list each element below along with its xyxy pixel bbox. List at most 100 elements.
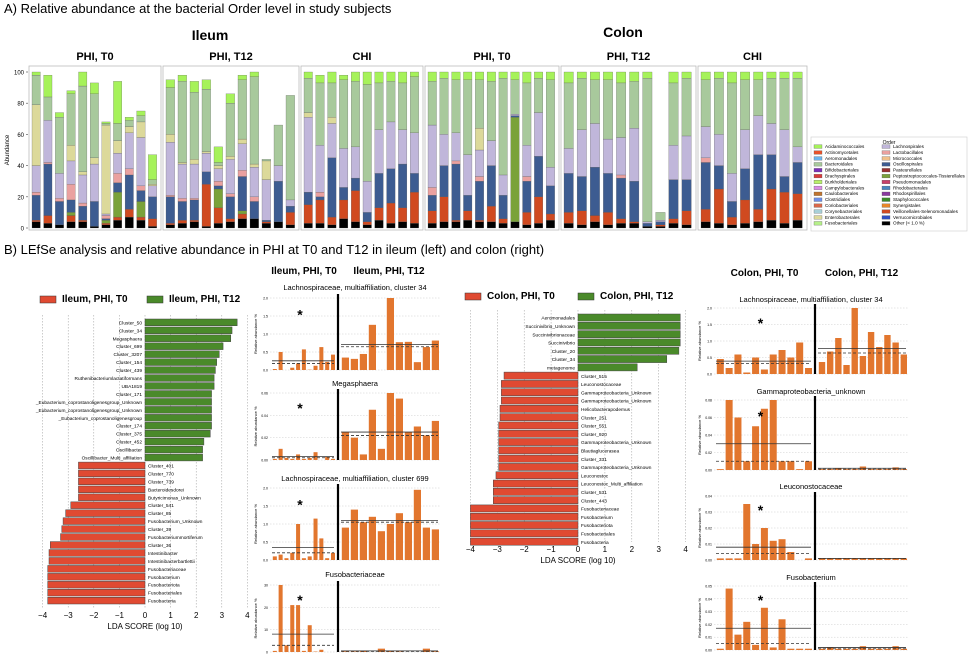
abundance-bar bbox=[843, 365, 850, 374]
stacked-bar-segment bbox=[792, 78, 803, 148]
stacked-bar-segment bbox=[148, 185, 157, 197]
lda-bar-label: Cluster_50 bbox=[119, 320, 143, 326]
abundance-bar bbox=[851, 648, 858, 650]
lda-bar-label: Fusobacteria bbox=[581, 540, 609, 546]
lda-bar bbox=[499, 405, 579, 413]
stacked-bar-segment bbox=[189, 163, 199, 199]
legend-item-label: Staphylococcales bbox=[893, 197, 929, 202]
stacked-bar-segment bbox=[546, 220, 555, 229]
stacked-bar-segment bbox=[740, 199, 750, 224]
stacked-bar-segment bbox=[451, 71, 461, 80]
legend-item-label: Veillonellales-Selenomonadales bbox=[893, 209, 959, 214]
abundance-bar bbox=[818, 469, 826, 470]
abundance-bar bbox=[787, 648, 795, 650]
stacked-bar-segment bbox=[273, 124, 283, 166]
stacked-bar-segment bbox=[534, 156, 543, 197]
legend-label: Ileum, PHI, T0 bbox=[62, 294, 128, 305]
y-tick-label: 1.5 bbox=[263, 505, 268, 509]
x-tick-label: 3 bbox=[220, 611, 225, 620]
stacked-bar-segment bbox=[177, 163, 187, 199]
lda-bar bbox=[498, 463, 579, 471]
stacked-bar-segment bbox=[189, 81, 199, 93]
abundance-bar bbox=[876, 648, 883, 650]
legend-item-label: Synergistales bbox=[893, 203, 921, 208]
stacked-bar-segment bbox=[486, 140, 496, 166]
stacked-bar-segment bbox=[237, 138, 247, 144]
stacked-bar-segment bbox=[439, 71, 449, 79]
abundance-bar bbox=[725, 558, 733, 560]
stacked-bar-segment bbox=[101, 215, 111, 219]
lda-bar bbox=[60, 533, 146, 541]
stacked-bar-segment bbox=[339, 199, 349, 219]
legend-item-label: Brachyspirales bbox=[825, 174, 856, 179]
abundance-bar bbox=[296, 454, 301, 460]
legend-swatch bbox=[813, 168, 823, 173]
lda-bar-label: Gammaproteobacteria_Unknown bbox=[581, 465, 652, 471]
abundance-bar bbox=[341, 651, 349, 652]
stacked-bar-segment bbox=[189, 220, 199, 222]
stacked-bar-segment bbox=[498, 195, 508, 219]
lda-bar-label: Cluster_439 bbox=[116, 368, 142, 374]
y-tick-label: 0 bbox=[21, 227, 25, 233]
x-tick-label: 2 bbox=[630, 545, 635, 554]
stacked-bar-segment bbox=[475, 220, 484, 222]
lda-bar-label: Cluster_770 bbox=[148, 471, 174, 477]
lda-bar-label: Cluster_39 bbox=[148, 527, 172, 533]
abundance-bar bbox=[843, 469, 850, 470]
stacked-bar-segment bbox=[136, 121, 146, 138]
stacked-bar-segment bbox=[303, 71, 313, 79]
abundance-bar bbox=[769, 540, 777, 560]
stacked-bar-segment bbox=[386, 71, 396, 82]
legend-item-label: Bacteroidales bbox=[825, 162, 854, 167]
y-tick-label: 0.08 bbox=[705, 399, 712, 403]
stacked-bar-segment bbox=[522, 224, 532, 229]
legend-item-label: Fusobacteriales bbox=[825, 221, 858, 226]
stacked-bar-segment bbox=[315, 145, 325, 193]
stacked-bar-segment bbox=[427, 71, 437, 82]
lda-bar-label: Cluster_452 bbox=[116, 440, 142, 446]
abundance-bar bbox=[818, 362, 826, 374]
lda-bar-label: Fusobacteriaceae bbox=[148, 567, 186, 573]
stacked-bar-segment bbox=[165, 224, 175, 229]
lda-bar bbox=[47, 597, 146, 605]
stacked-bar-segment bbox=[201, 152, 211, 172]
stacked-bar-segment bbox=[201, 151, 211, 154]
stacked-bar-segment bbox=[792, 162, 803, 194]
stacked-bar-segment bbox=[66, 184, 76, 201]
lda-bar bbox=[61, 525, 146, 533]
x-axis-label: LDA SCORE (log 10) bbox=[107, 622, 182, 631]
stacked-bar-segment bbox=[327, 82, 337, 118]
stacked-bar-segment bbox=[113, 140, 122, 154]
lda-bar bbox=[144, 414, 212, 422]
abundance-bar bbox=[859, 558, 867, 560]
significance-asterisk: * bbox=[758, 592, 764, 608]
x-tick-label: 1 bbox=[603, 545, 608, 554]
y-tick-label: 0.5 bbox=[263, 541, 268, 545]
legend-item-label: Coriobacteriales bbox=[825, 203, 859, 208]
column-header: Colon, PHI, T0 bbox=[731, 268, 799, 279]
abundance-bar bbox=[350, 358, 358, 370]
column-header: Ileum, PHI, T12 bbox=[353, 266, 425, 277]
stacked-bar-segment bbox=[315, 223, 325, 229]
legend-item-label: Corynebacteriales bbox=[825, 209, 863, 214]
legend-label: Colon, PHI, T12 bbox=[600, 291, 674, 302]
y-tick-label: 1.5 bbox=[263, 315, 268, 319]
legend-swatch bbox=[881, 185, 891, 190]
lda-bar bbox=[144, 318, 238, 326]
legend-item-label: Verrucomicrobiales bbox=[893, 215, 933, 220]
stacked-bar-segment bbox=[398, 129, 408, 165]
stacked-bar-segment bbox=[351, 221, 360, 229]
lda-bar bbox=[577, 338, 681, 347]
panel-title: Lachnospiraceae, multiaffiliation, clust… bbox=[283, 283, 426, 292]
abundance-bar bbox=[859, 356, 867, 374]
stacked-bar-segment bbox=[136, 115, 146, 123]
y-tick-label: 0.00 bbox=[705, 559, 712, 563]
stacked-bar-segment bbox=[779, 129, 790, 177]
abundance-bar bbox=[272, 650, 277, 652]
stacked-bar-segment bbox=[386, 121, 396, 169]
stacked-bar-segment bbox=[31, 104, 41, 166]
abundance-bar bbox=[359, 454, 367, 460]
stacked-bar-segment bbox=[475, 221, 484, 229]
stacked-bar-segment bbox=[362, 84, 372, 182]
stacked-bar-segment bbox=[681, 179, 692, 211]
